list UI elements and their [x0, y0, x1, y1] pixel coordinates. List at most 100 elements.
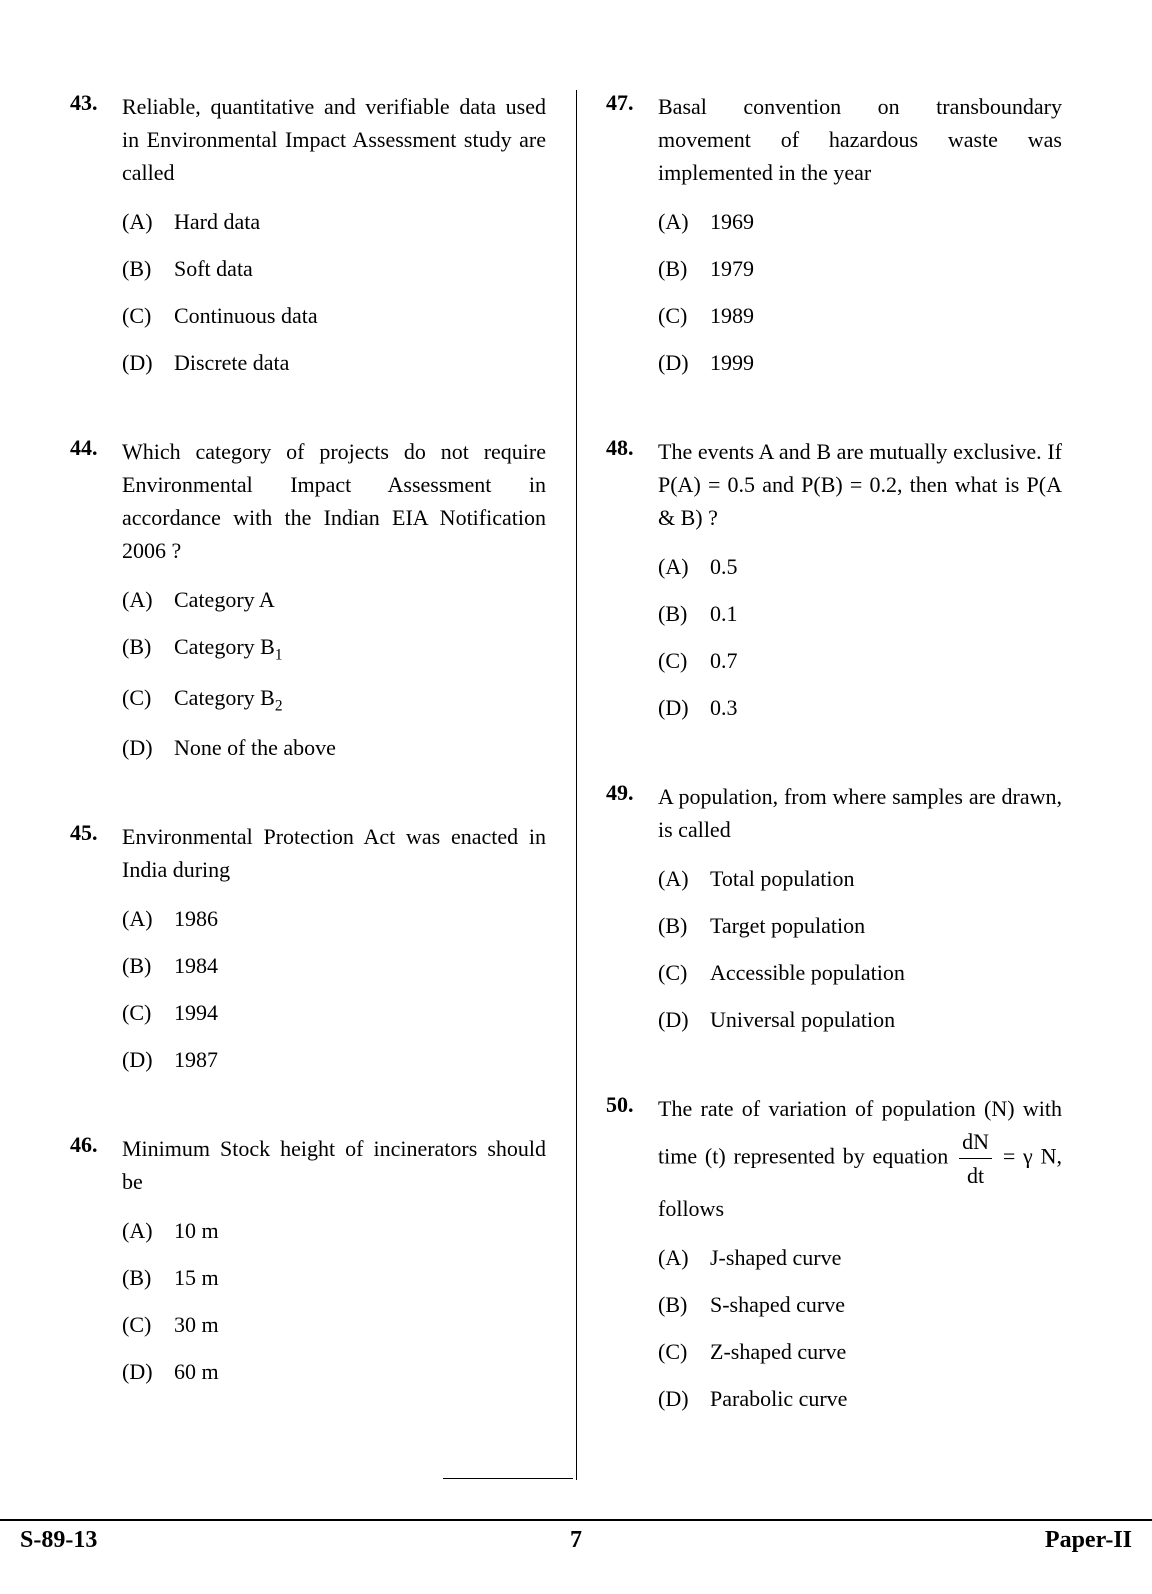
option-label: (D)	[658, 346, 710, 379]
option: (A)1986	[122, 902, 546, 935]
option: (A)Total population	[658, 862, 1062, 895]
option-text: None of the above	[174, 731, 546, 764]
option: (C)1994	[122, 996, 546, 1029]
question: 47.Basal convention on transboundary mov…	[606, 90, 1062, 393]
option-label: (B)	[658, 597, 710, 630]
option-text: 30 m	[174, 1308, 546, 1341]
option-text: Target population	[710, 909, 1062, 942]
option-label: (B)	[122, 949, 174, 982]
question-number: 48.	[606, 435, 658, 738]
footer-page-number: 7	[570, 1527, 582, 1554]
option: (C)Z-shaped curve	[658, 1335, 1062, 1368]
option-text: 10 m	[174, 1214, 546, 1247]
option-label: (B)	[658, 252, 710, 285]
option-label: (C)	[122, 996, 174, 1029]
options: (A)Hard data(B)Soft data(C)Continuous da…	[122, 205, 546, 379]
fraction: dNdt	[959, 1125, 992, 1192]
option-text: Z-shaped curve	[710, 1335, 1062, 1368]
option-label: (C)	[658, 644, 710, 677]
option-label: (C)	[122, 681, 174, 718]
question-number: 46.	[70, 1132, 122, 1402]
option: (A)Category A	[122, 583, 546, 616]
options: (A)Category A(B)Category B1(C)Category B…	[122, 583, 546, 764]
option-text: 0.3	[710, 691, 1062, 724]
left-column: 43.Reliable, quantitative and verifiable…	[70, 90, 576, 1490]
options: (A)Total population (B)Target population (…	[658, 862, 1062, 1036]
option-text: 1986	[174, 902, 546, 935]
option-text: Category B1	[174, 630, 546, 667]
option-text: S-shaped curve	[710, 1288, 1062, 1321]
question: 50.The rate of variation of population (…	[606, 1092, 1062, 1429]
option-label: (C)	[658, 1335, 710, 1368]
question-number: 43.	[70, 90, 122, 393]
option: (B)15 m	[122, 1261, 546, 1294]
option: (D)60 m	[122, 1355, 546, 1388]
options: (A)1969(B)1979(C)1989(D)1999	[658, 205, 1062, 379]
option-text: 1979	[710, 252, 1062, 285]
question-body: The events A and B are mutually exclusiv…	[658, 435, 1062, 738]
option-label: (B)	[122, 252, 174, 285]
option: (A)0.5	[658, 550, 1062, 583]
question-body: The rate of variation of population (N) …	[658, 1092, 1062, 1429]
question-text: A population, from where samples are dra…	[658, 780, 1062, 846]
option-text: 15 m	[174, 1261, 546, 1294]
option-text: Hard data	[174, 205, 546, 238]
option-text: Continuous data	[174, 299, 546, 332]
option-label: (C)	[658, 299, 710, 332]
question-body: A population, from where samples are dra…	[658, 780, 1062, 1050]
option-label: (A)	[122, 205, 174, 238]
option: (B)Soft data	[122, 252, 546, 285]
option: (D)1999	[658, 346, 1062, 379]
option: (B)Target population	[658, 909, 1062, 942]
option: (C)1989	[658, 299, 1062, 332]
option-label: (B)	[658, 1288, 710, 1321]
question-body: Reliable, quantitative and verifiable da…	[122, 90, 546, 393]
option: (A)Hard data	[122, 205, 546, 238]
question-text: Which category of projects do not requir…	[122, 435, 546, 567]
option-label: (A)	[122, 583, 174, 616]
option-label: (D)	[658, 1003, 710, 1036]
question: 46.Minimum Stock height of incinerators …	[70, 1132, 546, 1402]
option-label: (A)	[122, 902, 174, 935]
option-label: (C)	[122, 299, 174, 332]
option-label: (A)	[658, 1241, 710, 1274]
option-label: (A)	[658, 205, 710, 238]
option-text: 0.7	[710, 644, 1062, 677]
option: (C)Category B2	[122, 681, 546, 718]
option: (C)0.7	[658, 644, 1062, 677]
option: (D)Parabolic curve	[658, 1382, 1062, 1415]
question-body: Environmental Protection Act was enacted…	[122, 820, 546, 1090]
option-label: (C)	[122, 1308, 174, 1341]
right-column: 47.Basal convention on transboundary mov…	[576, 90, 1082, 1490]
question: 44.Which category of projects do not req…	[70, 435, 546, 778]
option-text: Universal population	[710, 1003, 1062, 1036]
option-text: 0.1	[710, 597, 1062, 630]
question-text: Environmental Protection Act was enacted…	[122, 820, 546, 886]
question-text: Reliable, quantitative and verifiable da…	[122, 90, 546, 189]
option-text: J-shaped curve	[710, 1241, 1062, 1274]
question-text: The events A and B are mutually exclusiv…	[658, 435, 1062, 534]
option-text: Category B2	[174, 681, 546, 718]
column-divider	[576, 90, 577, 1480]
option-label: (A)	[658, 862, 710, 895]
option: (D)Discrete data	[122, 346, 546, 379]
option-text: 1989	[710, 299, 1062, 332]
option: (B)0.1	[658, 597, 1062, 630]
question: 48.The events A and B are mutually exclu…	[606, 435, 1062, 738]
question-body: Which category of projects do not requir…	[122, 435, 546, 778]
option-label: (D)	[122, 1355, 174, 1388]
option: (D)0.3	[658, 691, 1062, 724]
option-label: (C)	[658, 956, 710, 989]
option-text: 1994	[174, 996, 546, 1029]
option: (B)1979	[658, 252, 1062, 285]
option: (A)1969	[658, 205, 1062, 238]
page-footer: S-89-13 7 Paper-II	[0, 1519, 1152, 1554]
options: (A)1986(B)1984(C)1994(D)1987	[122, 902, 546, 1076]
option-text: 0.5	[710, 550, 1062, 583]
option-text: Soft data	[174, 252, 546, 285]
question-text: Minimum Stock height of incinerators sho…	[122, 1132, 546, 1198]
question-number: 45.	[70, 820, 122, 1090]
question-number: 47.	[606, 90, 658, 393]
option-text: Category A	[174, 583, 546, 616]
options: (A)0.5(B)0.1(C)0.7(D)0.3	[658, 550, 1062, 724]
